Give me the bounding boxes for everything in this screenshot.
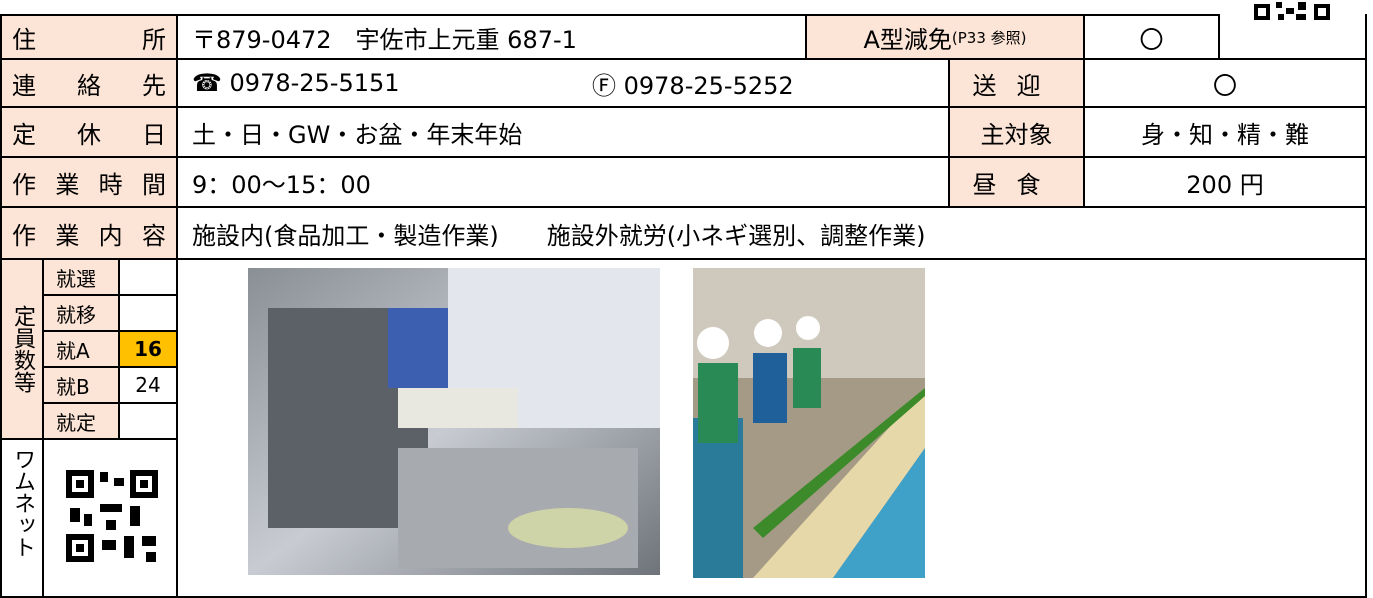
label: 連絡先 bbox=[12, 71, 166, 100]
qr-code bbox=[66, 470, 158, 562]
capacity-name: 就移 bbox=[42, 294, 120, 332]
label-cell: 昼食 bbox=[948, 156, 1085, 208]
a-type-value: 〇 bbox=[1139, 25, 1164, 54]
value-cell: 9：00～15：00 bbox=[176, 156, 950, 208]
hours: 9：00～15：00 bbox=[192, 170, 371, 199]
a-type-note: (P33 参照) bbox=[951, 28, 1027, 47]
label-cell: 作業内容 bbox=[0, 206, 178, 260]
label-cell: 住所 bbox=[0, 14, 178, 60]
tel: ☎ 0978-25-5151 bbox=[192, 69, 400, 97]
label: 作業内容 bbox=[12, 221, 166, 250]
label-cell: 主対象 bbox=[948, 106, 1085, 158]
photo bbox=[248, 268, 660, 575]
capacity-value bbox=[118, 294, 178, 332]
capacity-value bbox=[118, 402, 178, 440]
label-cell: 送迎 bbox=[948, 58, 1085, 108]
capacity-label: 定員数等 bbox=[10, 305, 35, 393]
capacity-name: 就A bbox=[42, 330, 120, 368]
wamnet-label-cell: ワムネット bbox=[0, 438, 44, 598]
label-cell: 連絡先 bbox=[0, 58, 178, 108]
photo bbox=[693, 268, 925, 578]
lunch-label: 昼食 bbox=[972, 170, 1061, 199]
a-type-value-cell: 〇 bbox=[1083, 14, 1220, 60]
work: 施設内(食品加工・製造作業) 施設外就労(小ネギ選別、調整作業) bbox=[192, 221, 926, 250]
label: 住所 bbox=[12, 25, 166, 54]
value-cell: 〇 bbox=[1083, 58, 1367, 108]
fax: Ⓕ 0978-25-5252 bbox=[592, 71, 794, 100]
label-cell: 作業時間 bbox=[0, 156, 178, 208]
a-type-cell: A型減免 (P33 参照) bbox=[805, 14, 1085, 60]
value-cell: 200 円 bbox=[1083, 156, 1367, 208]
capacity-label-cell: 定員数等 bbox=[0, 258, 44, 440]
label: 作業時間 bbox=[12, 170, 166, 199]
label: 定休日 bbox=[12, 120, 166, 149]
value-cell: 施設内(食品加工・製造作業) 施設外就労(小ネギ選別、調整作業) bbox=[176, 206, 1367, 260]
label-cell: 定休日 bbox=[0, 106, 178, 158]
wamnet-label: ワムネット bbox=[10, 448, 35, 558]
capacity-value: 16 bbox=[118, 330, 178, 368]
capacity-value: 24 bbox=[118, 366, 178, 404]
capacity-name: 就B bbox=[42, 366, 120, 404]
pickup-value: 〇 bbox=[1213, 71, 1237, 100]
holiday: 土・日・GW・お盆・年末年始 bbox=[192, 120, 523, 149]
capacity-name: 就定 bbox=[42, 402, 120, 440]
qr-code bbox=[1252, 0, 1332, 22]
capacity-name: 就選 bbox=[42, 258, 120, 296]
pickup-label: 送迎 bbox=[972, 71, 1061, 100]
a-type-label: A型減免 bbox=[863, 25, 952, 54]
value-cell: 身・知・精・難 bbox=[1083, 106, 1367, 158]
lunch-value: 200 円 bbox=[1186, 170, 1264, 199]
target-label: 主対象 bbox=[980, 120, 1053, 149]
target-value: 身・知・精・難 bbox=[1141, 120, 1309, 149]
value-cell: 土・日・GW・お盆・年末年始 bbox=[176, 106, 950, 158]
contact-cell: ☎ 0978-25-5151 Ⓕ 0978-25-5252 bbox=[176, 58, 950, 108]
capacity-value bbox=[118, 258, 178, 296]
address: 〒879-0472 宇佐市上元重 687-1 bbox=[192, 25, 577, 54]
address-cell: 〒879-0472 宇佐市上元重 687-1 bbox=[176, 14, 807, 60]
